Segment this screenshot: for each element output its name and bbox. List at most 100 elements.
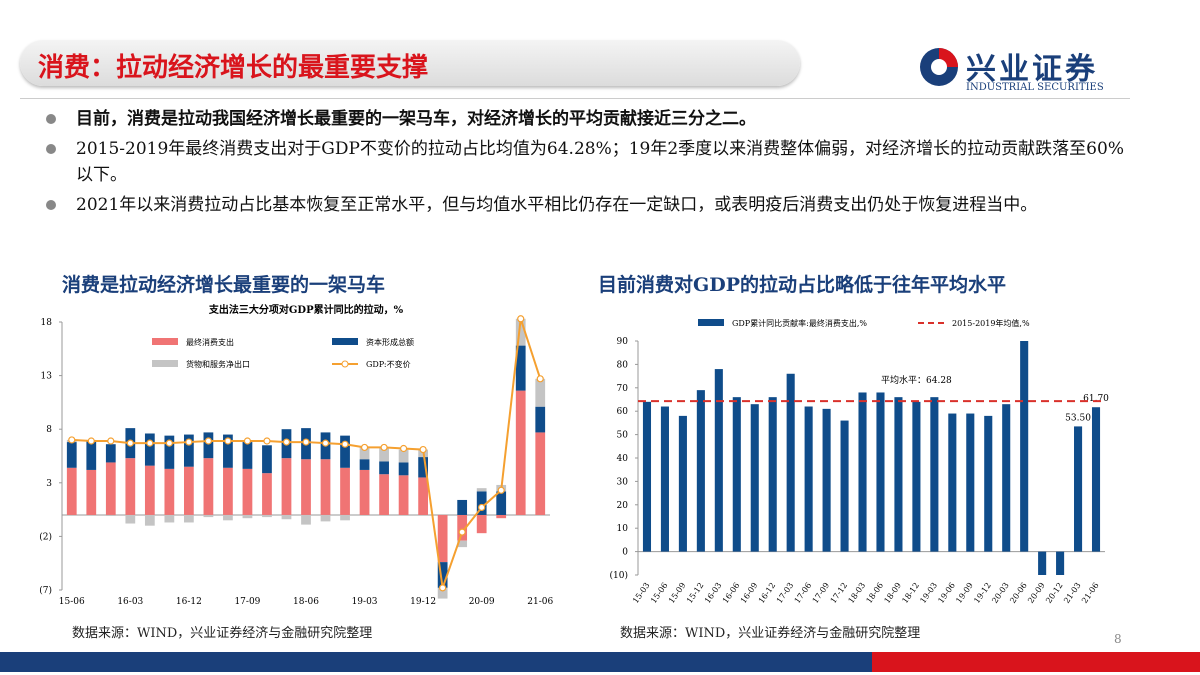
y-tick-label: 90 [617, 337, 629, 347]
line-marker [536, 375, 544, 383]
bar [948, 413, 957, 552]
bar [535, 432, 546, 515]
bar [1002, 404, 1011, 552]
bullet-dot [46, 114, 56, 124]
line-marker [107, 437, 115, 445]
chart-heading: 消费是拉动经济增长最重要的一架马车 [62, 274, 386, 296]
y-tick-label: 0 [622, 548, 628, 558]
bar [223, 514, 233, 521]
legend-swatch [341, 360, 349, 368]
bar [535, 378, 546, 407]
bar [984, 415, 993, 552]
x-tick-label: 20-09 [469, 597, 495, 607]
x-tick-label: 15-03 [631, 581, 652, 605]
line-marker [282, 438, 291, 446]
bar [804, 406, 813, 552]
bar [768, 397, 777, 552]
legend-swatch [152, 338, 178, 345]
bar [1091, 407, 1101, 552]
bar [750, 404, 759, 552]
y-tick-label: 50 [617, 431, 629, 441]
bar [164, 514, 175, 523]
source-note: 数据来源：WIND，兴业证券经济与金融研究院整理 [72, 626, 373, 641]
line-marker [321, 439, 330, 447]
y-tick-label: 18 [41, 318, 53, 328]
x-tick-label: 18-09 [882, 581, 903, 605]
y-tick-label: 20 [617, 501, 629, 511]
chart: 支出法三大分项对GDP累计同比的拉动，% 18 13 8 3 (2) (7) 15-06 16-… [39, 303, 553, 607]
line-marker [263, 437, 271, 445]
x-tick-label: 16-06 [721, 581, 742, 605]
line-marker [302, 438, 310, 446]
bar [66, 467, 77, 515]
y-tick-label: (10) [610, 570, 628, 581]
legend-swatch [332, 338, 358, 345]
bar [340, 435, 350, 468]
bar [86, 469, 97, 515]
bar [125, 514, 136, 524]
line-marker [380, 443, 388, 452]
line-marker [360, 443, 369, 452]
footer-bar-blue [0, 652, 872, 672]
data-label: 53.50 [1065, 413, 1091, 423]
source-note: 数据来源：WIND，兴业证券经济与金融研究院整理 [620, 626, 921, 641]
bar [105, 514, 116, 517]
bar [398, 475, 409, 515]
line-marker [146, 439, 154, 447]
bar [340, 514, 350, 521]
bar [822, 408, 831, 552]
x-tick-label: 16-03 [117, 597, 143, 607]
bar [359, 459, 370, 470]
y-tick-label: 40 [617, 454, 629, 464]
line-marker [458, 528, 466, 536]
y-tick-label: 60 [617, 407, 629, 417]
line-marker [68, 436, 76, 444]
bar [144, 465, 155, 515]
y-tick-label: 10 [617, 524, 629, 534]
bar [1074, 426, 1083, 552]
legend-label: GDP:不变价 [366, 359, 411, 369]
bar [66, 442, 77, 468]
x-tick-label: 17-06 [793, 581, 814, 605]
y-tick-label: 3 [46, 479, 52, 489]
bar [301, 514, 311, 525]
x-tick-label: 21-06 [1080, 581, 1101, 605]
line-marker [497, 486, 505, 494]
bar [437, 514, 448, 563]
bar [359, 446, 370, 460]
x-tick-label: 18-12 [900, 581, 921, 605]
x-tick-label: 19-12 [972, 581, 993, 605]
bar [496, 491, 507, 515]
bar [262, 473, 272, 515]
bar [242, 514, 253, 519]
bar [301, 459, 311, 515]
line-marker [439, 584, 447, 592]
x-tick-label: 20-12 [1044, 581, 1065, 605]
bar [457, 540, 468, 548]
bar [164, 468, 175, 515]
footer-bar-red [872, 652, 1200, 672]
bar [398, 462, 409, 476]
bar [164, 435, 175, 469]
bar [223, 467, 233, 515]
x-tick-label: 15-12 [685, 581, 706, 605]
x-tick-label: 18-06 [293, 597, 319, 607]
bar [320, 514, 331, 522]
bullet-text: 目前，消费是拉动我国经济增长最重要的一架马车，对经济增长的平均贡献接近三分之二。 [76, 109, 756, 129]
y-tick-label: (2) [39, 531, 52, 542]
logo-cn: 兴业证券 [966, 52, 1098, 87]
bar [840, 420, 849, 552]
bar [320, 459, 331, 515]
bar [786, 373, 795, 552]
bar [732, 397, 741, 552]
bar [660, 406, 669, 552]
bar [105, 444, 116, 463]
bar [678, 415, 687, 552]
annotation: 平均水平：64.28 [881, 374, 952, 386]
bar [1020, 341, 1029, 552]
bar [476, 491, 487, 515]
bar [535, 406, 546, 433]
bullet: 2021年以来消费拉动占比基本恢复至正常水平，但与均值水平相比仍存在一定缺口，或… [40, 192, 1130, 218]
bullet-text: 2021年以来消费拉动占比基本恢复至正常水平，但与均值水平相比仍存在一定缺口，或… [76, 195, 1038, 215]
